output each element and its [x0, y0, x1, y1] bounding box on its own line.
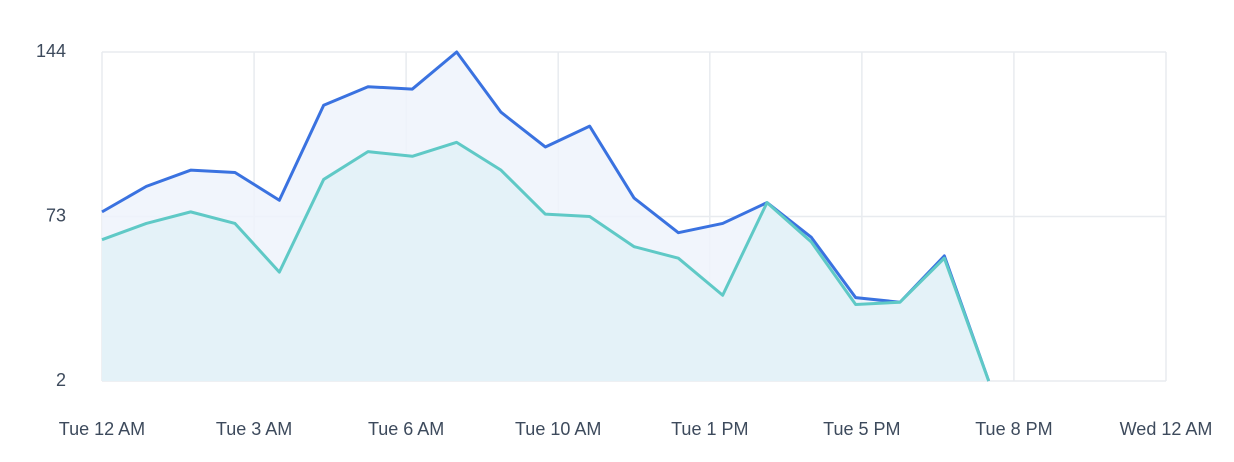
- x-tick-label: Wed 12 AM: [1120, 419, 1213, 439]
- area-fill: [102, 142, 989, 381]
- x-tick-label: Tue 5 PM: [823, 419, 900, 439]
- x-tick-label: Tue 10 AM: [515, 419, 601, 439]
- series-line: [101, 50, 991, 382]
- x-tick-label: Tue 12 AM: [59, 419, 145, 439]
- y-tick-label: 73: [46, 205, 66, 225]
- series-line: [101, 140, 991, 382]
- y-tick-label: 2: [56, 370, 66, 390]
- y-tick-label: 144: [36, 41, 66, 61]
- x-tick-label: Tue 3 AM: [216, 419, 292, 439]
- x-tick-label: Tue 6 AM: [368, 419, 444, 439]
- x-tick-label: Tue 8 PM: [975, 419, 1052, 439]
- x-tick-label: Tue 1 PM: [671, 419, 748, 439]
